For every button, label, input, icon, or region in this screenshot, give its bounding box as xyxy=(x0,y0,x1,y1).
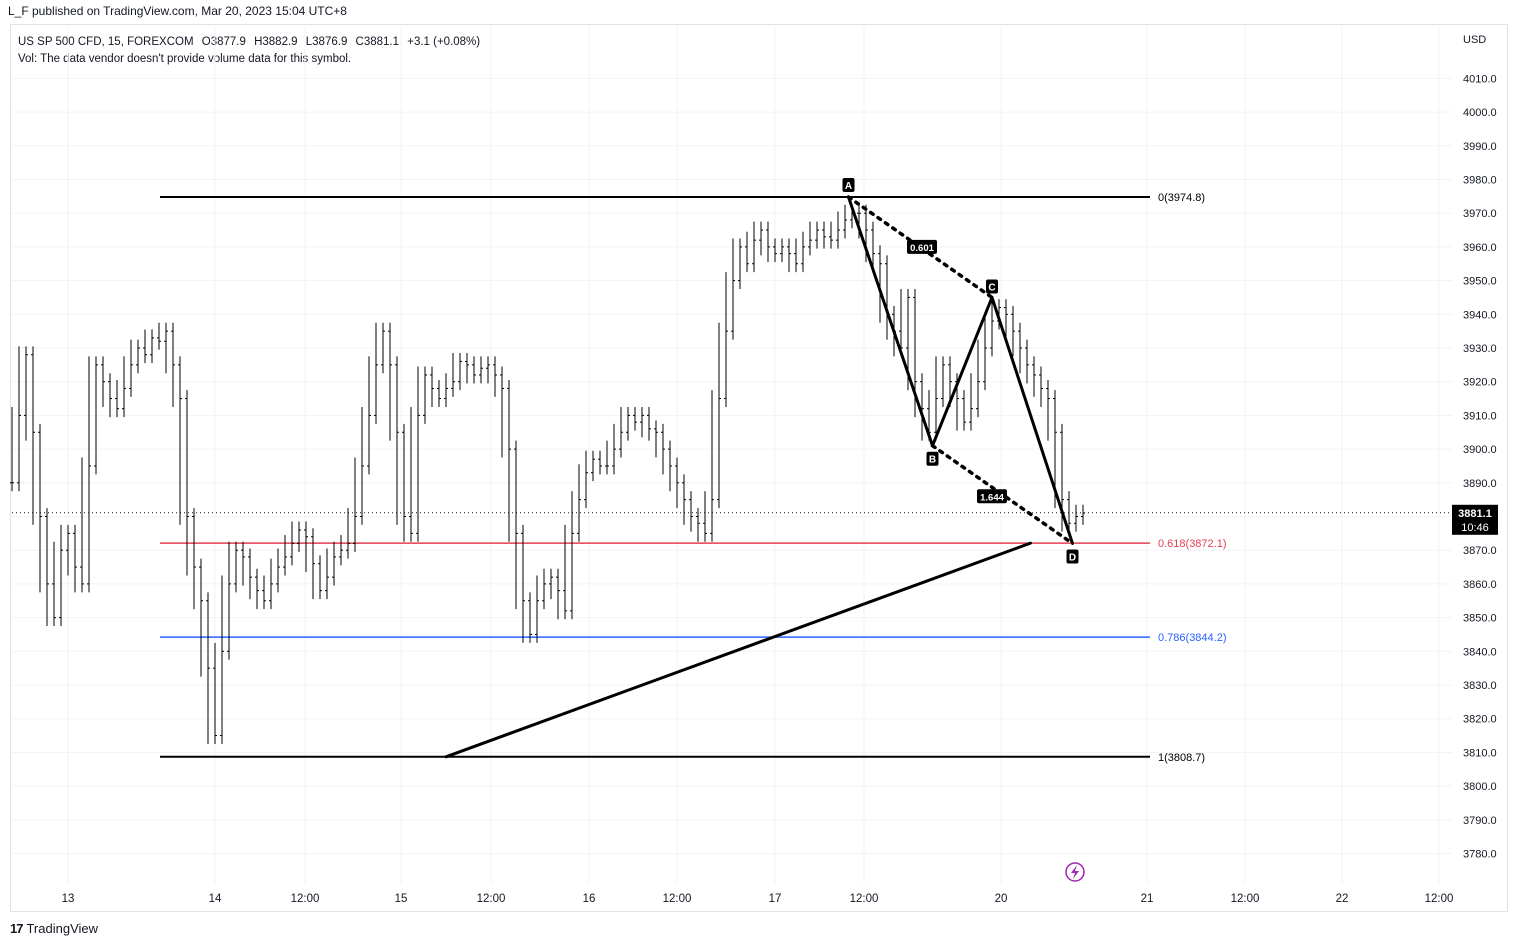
price-tick-label: 3820.0 xyxy=(1463,714,1497,726)
trend-line[interactable] xyxy=(444,541,1032,759)
price-tick-label: 3970.0 xyxy=(1463,208,1497,220)
price-tick-label: 3840.0 xyxy=(1463,646,1497,658)
last-price-countdown: 10:46 xyxy=(1461,522,1489,534)
price-bars xyxy=(10,204,1085,744)
fib-level-label: 0.618(3872.1) xyxy=(1158,538,1227,550)
last-price-value: 3881.1 xyxy=(1458,508,1492,520)
ratio-marker xyxy=(977,489,1007,504)
fib-retracement[interactable]: 0(3974.8) 0.618(3872.1) 0.786(3844.2) 1(380… xyxy=(160,192,1227,764)
footer-brand-label: TradingView xyxy=(26,921,99,936)
price-tick-label: 3810.0 xyxy=(1463,747,1497,759)
time-tick-label: 13 xyxy=(62,893,75,905)
legend-high: H3882.9 xyxy=(254,36,298,48)
pattern-leg-bc[interactable] xyxy=(931,295,994,448)
price-tick-label: 3980.0 xyxy=(1463,175,1497,187)
time-tick-label: 22 xyxy=(1336,893,1349,905)
pattern-point-marker xyxy=(926,451,939,466)
ratio-marker xyxy=(907,239,937,254)
price-tick-label: 3830.0 xyxy=(1463,680,1497,692)
volume-note: Vol: The data vendor doesn't provide vol… xyxy=(18,53,352,65)
price-tick-label: 3890.0 xyxy=(1463,478,1497,490)
time-tick-label: 20 xyxy=(995,893,1008,905)
pattern-point-marker xyxy=(842,178,855,193)
time-tick-label: 17 xyxy=(769,893,782,905)
legend-symbol[interactable]: US SP 500 CFD, 15, FOREXCOM xyxy=(18,36,194,48)
pattern-point-label: C xyxy=(988,282,995,293)
pattern-point-marker xyxy=(1066,549,1079,564)
currency-label[interactable]: USD xyxy=(1463,34,1487,46)
legend-close: C3881.1 xyxy=(355,36,400,48)
pattern-leg-ab[interactable] xyxy=(847,195,934,448)
chart-frame xyxy=(10,24,1508,912)
ratio-label: 0.601 xyxy=(910,243,934,254)
last-price: 3881.1 10:46 xyxy=(12,504,1498,535)
time-tick-label: 12:00 xyxy=(291,893,320,905)
tradingview-logo-icon: 17 xyxy=(10,921,24,936)
abcd-pattern[interactable]: A B C D 0.601 1.644 xyxy=(444,178,1079,759)
time-tick-label: 12:00 xyxy=(1231,893,1260,905)
legend-change: +3.1 (+0.08%) xyxy=(407,36,481,48)
price-tick-label: 3860.0 xyxy=(1463,579,1497,591)
price-tick-label: 3900.0 xyxy=(1463,444,1497,456)
lightning-icon[interactable] xyxy=(1065,862,1085,882)
time-tick-label: 12:00 xyxy=(663,893,692,905)
legend-open: O3877.9 xyxy=(201,36,246,48)
price-tick-label: 3990.0 xyxy=(1463,141,1497,153)
time-tick-label: 12:00 xyxy=(850,893,879,905)
price-tick-label: 3930.0 xyxy=(1463,343,1497,355)
pattern-point-marker xyxy=(986,279,998,294)
grid-lines xyxy=(12,26,1452,884)
time-axis[interactable]: 13 14 12:00 15 12:00 16 12:00 17 12:00 20 21 12:00 2… xyxy=(62,893,1454,905)
time-tick-label: 15 xyxy=(395,893,408,905)
pattern-leg-cd[interactable] xyxy=(990,295,1074,545)
fib-level-label: 0(3974.8) xyxy=(1158,192,1205,204)
legend-low: L3876.9 xyxy=(305,36,348,48)
pattern-point-label: B xyxy=(929,455,936,466)
price-tick-label: 3910.0 xyxy=(1463,410,1497,422)
time-tick-label: 12:00 xyxy=(477,893,506,905)
fib-level-label: 0.786(3844.2) xyxy=(1158,632,1227,644)
price-axis[interactable]: 4010.0 4000.0 3990.0 3980.0 3970.0 3960.0 3950… xyxy=(1463,73,1497,860)
price-tick-label: 3870.0 xyxy=(1463,545,1497,557)
pattern-point-label: D xyxy=(1069,552,1076,563)
time-tick-label: 12:00 xyxy=(1425,893,1454,905)
pattern-point-label: A xyxy=(845,181,852,192)
price-tick-label: 4000.0 xyxy=(1463,107,1497,119)
price-tick-label: 3800.0 xyxy=(1463,781,1497,793)
price-tick-label: 3940.0 xyxy=(1463,309,1497,321)
price-tick-label: 3960.0 xyxy=(1463,242,1497,254)
symbol-legend: US SP 500 CFD, 15, FOREXCOM O3877.9 H388… xyxy=(18,34,485,68)
price-tick-label: 3790.0 xyxy=(1463,815,1497,827)
price-tick-label: 3780.0 xyxy=(1463,849,1497,861)
time-tick-label: 16 xyxy=(583,893,596,905)
time-tick-label: 14 xyxy=(209,893,222,905)
footer-brand[interactable]: 17 TradingView xyxy=(10,921,98,936)
fib-level-label: 1(3808.7) xyxy=(1158,752,1205,764)
time-tick-label: 21 xyxy=(1141,893,1154,905)
price-tick-label: 3950.0 xyxy=(1463,276,1497,288)
ratio-label: 1.644 xyxy=(980,492,1004,503)
pattern-ratio-ac[interactable] xyxy=(846,195,994,300)
price-tick-label: 3850.0 xyxy=(1463,613,1497,625)
last-price-box xyxy=(1452,504,1498,535)
price-tick-label: 3920.0 xyxy=(1463,377,1497,389)
price-tick-label: 4010.0 xyxy=(1463,73,1497,85)
publisher-header: L_F published on TradingView.com, Mar 20… xyxy=(8,4,347,18)
